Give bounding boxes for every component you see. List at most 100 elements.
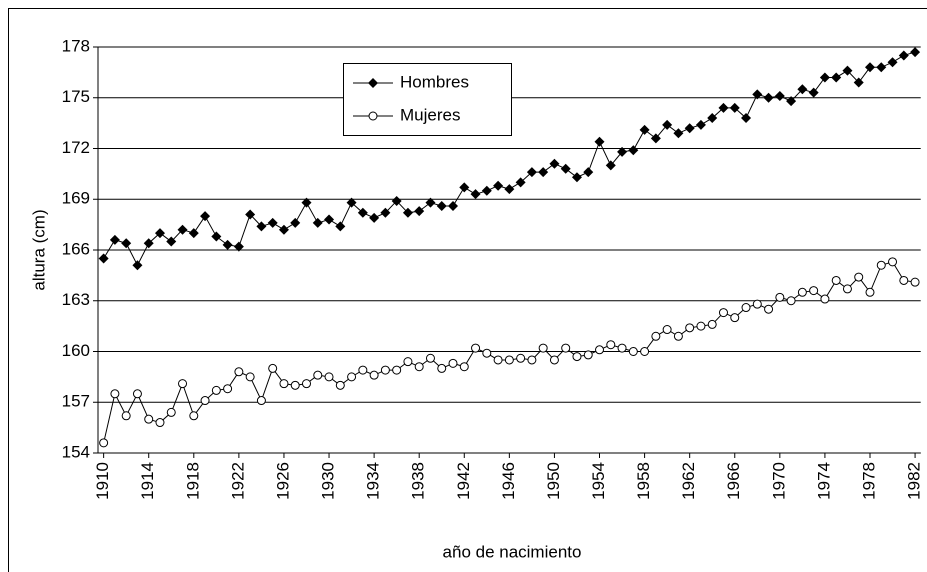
data-point — [673, 331, 683, 341]
legend-marker — [368, 111, 378, 121]
data-point — [301, 379, 311, 389]
data-point — [268, 363, 278, 373]
x-tick-label: 1926 — [273, 462, 292, 500]
data-point — [335, 380, 345, 390]
data-point — [639, 124, 650, 135]
x-tick-label: 1958 — [634, 462, 653, 500]
data-point — [369, 212, 380, 223]
data-point — [865, 287, 875, 297]
data-point — [200, 396, 210, 406]
data-point — [605, 160, 616, 171]
data-point — [392, 365, 402, 375]
data-point — [301, 197, 312, 208]
data-point — [571, 172, 582, 183]
data-point — [481, 185, 492, 196]
data-point — [178, 379, 188, 389]
data-point — [583, 350, 593, 360]
data-point — [898, 50, 909, 61]
data-point — [144, 414, 154, 424]
y-tick-label: 175 — [62, 87, 90, 106]
data-point — [99, 438, 109, 448]
y-tick-label: 157 — [62, 392, 90, 411]
x-tick-label: 1954 — [589, 462, 608, 500]
y-tick-label: 169 — [62, 189, 90, 208]
x-tick-label: 1910 — [93, 462, 112, 500]
x-tick-label: 1978 — [859, 462, 878, 500]
data-point — [695, 119, 706, 130]
y-tick-label: 154 — [62, 442, 90, 461]
data-point — [493, 180, 504, 191]
x-tick-label: 1982 — [905, 462, 924, 500]
y-tick-label: 160 — [62, 341, 90, 360]
data-point — [234, 367, 244, 377]
data-point — [324, 372, 334, 382]
data-point — [391, 195, 402, 206]
data-point — [358, 365, 368, 375]
data-point — [98, 253, 109, 264]
data-point — [560, 163, 571, 174]
x-tick-label: 1914 — [138, 462, 157, 500]
x-tick-label: 1946 — [499, 462, 518, 500]
data-point — [233, 241, 244, 252]
y-tick-label: 166 — [62, 239, 90, 258]
data-point — [121, 238, 132, 249]
y-axis-label: altura (cm) — [29, 209, 48, 290]
x-tick-label: 1942 — [454, 462, 473, 500]
data-point — [166, 407, 176, 417]
data-point — [842, 284, 852, 294]
data-point — [707, 113, 718, 124]
data-point — [245, 209, 256, 220]
data-point — [470, 189, 481, 200]
data-point — [380, 365, 390, 375]
data-point — [820, 294, 830, 304]
data-point — [515, 177, 526, 188]
data-point — [437, 363, 447, 373]
data-point — [403, 357, 413, 367]
data-point — [854, 272, 864, 282]
data-point — [267, 217, 278, 228]
data-point — [414, 206, 425, 217]
data-point — [831, 72, 842, 83]
data-point — [730, 313, 740, 323]
data-point — [256, 396, 266, 406]
data-point — [211, 231, 222, 242]
data-point — [166, 236, 177, 247]
legend-marker — [368, 78, 378, 88]
data-point — [256, 221, 267, 232]
data-point — [516, 353, 526, 363]
data-point — [459, 362, 469, 372]
data-point — [504, 184, 515, 195]
x-tick-label: 1962 — [679, 462, 698, 500]
data-point — [109, 234, 120, 245]
data-point — [651, 331, 661, 341]
data-point — [448, 358, 458, 368]
data-point — [718, 308, 728, 318]
data-point — [752, 299, 762, 309]
data-point — [741, 303, 751, 313]
data-point — [177, 224, 188, 235]
data-point — [650, 133, 661, 144]
data-point — [774, 91, 785, 102]
data-point — [504, 355, 514, 365]
data-point — [864, 62, 875, 73]
data-point — [628, 347, 638, 356]
data-point — [617, 146, 628, 157]
data-point — [775, 292, 785, 302]
data-point — [459, 182, 470, 193]
data-point — [752, 89, 763, 100]
x-tick-label: 1970 — [769, 462, 788, 500]
x-tick-label: 1974 — [814, 462, 833, 500]
data-point — [245, 372, 255, 382]
data-point — [143, 238, 154, 249]
data-point — [279, 379, 289, 389]
data-point — [617, 343, 627, 353]
data-point — [222, 239, 233, 250]
data-point — [121, 411, 131, 421]
data-point — [290, 380, 300, 390]
data-point — [189, 411, 199, 421]
data-point — [448, 201, 459, 212]
data-point — [414, 362, 424, 372]
data-point — [910, 47, 921, 58]
data-point — [132, 389, 142, 399]
